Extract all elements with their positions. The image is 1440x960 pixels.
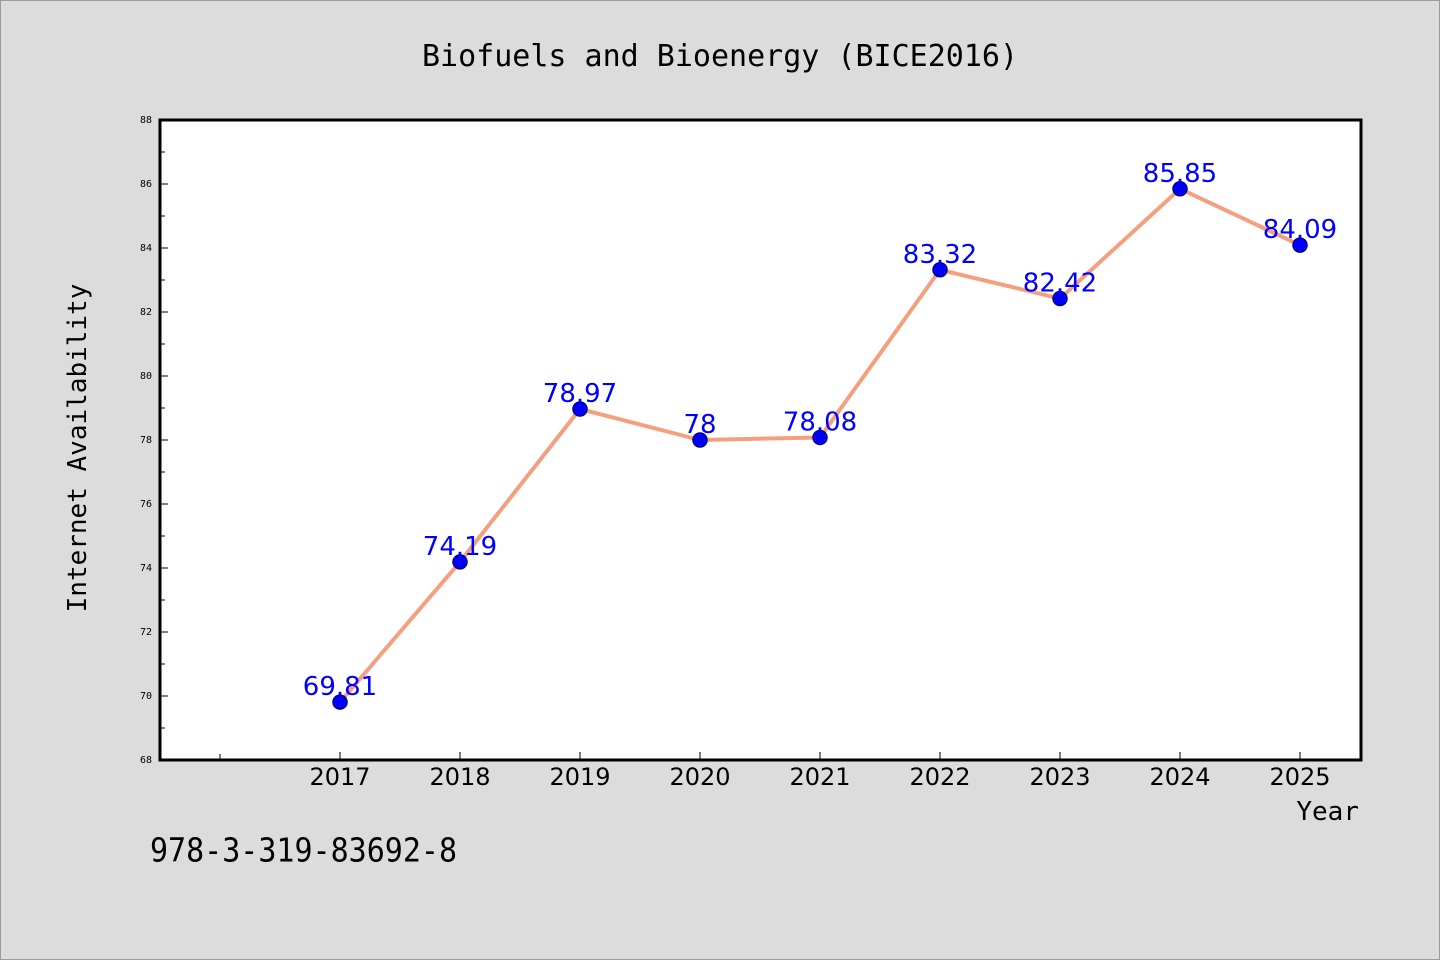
data-label-2023: 82.42 <box>1023 269 1097 299</box>
data-point-2019 <box>572 401 588 417</box>
x-tick-label-2020: 2020 <box>669 763 730 791</box>
data-point-2022 <box>932 262 948 278</box>
data-point-2017 <box>332 694 348 710</box>
isbn-text: 978-3-319-83692-8 <box>150 832 458 871</box>
x-tick-label-2021: 2021 <box>789 763 850 791</box>
x-tick-label-2023: 2023 <box>1029 763 1090 791</box>
y-tick-label-88: 88 <box>140 115 152 126</box>
data-label-2024: 85.85 <box>1143 159 1217 189</box>
x-tick-label-2024: 2024 <box>1149 763 1210 791</box>
data-label-2020: 78 <box>683 410 716 440</box>
data-label-2025: 84.09 <box>1263 215 1337 245</box>
x-tick-label-2025: 2025 <box>1269 763 1330 791</box>
x-tick-label-2017: 2017 <box>309 763 370 791</box>
y-tick-label-78: 78 <box>140 435 152 446</box>
y-tick-label-76: 76 <box>140 499 152 510</box>
y-tick-label-82: 82 <box>140 307 152 318</box>
x-tick-label-2018: 2018 <box>429 763 490 791</box>
y-axis: 68 70 72 74 76 78 80 82 84 86 88 <box>140 115 168 766</box>
data-label-2021: 78.08 <box>783 407 857 437</box>
data-label-2022: 83.32 <box>903 240 977 270</box>
data-point-2024 <box>1172 181 1188 197</box>
data-label-2017: 69.81 <box>303 672 377 702</box>
y-tick-label-86: 86 <box>140 179 152 190</box>
data-label-2018: 74.19 <box>423 532 497 562</box>
y-tick-label-80: 80 <box>140 371 152 382</box>
data-point-2020 <box>692 432 708 448</box>
series-layer: 69.81 74.19 78.97 78 78.08 83.32 82.42 85.85 84.… <box>303 159 1337 710</box>
data-point-2023 <box>1052 290 1068 307</box>
data-point-2018 <box>452 554 468 570</box>
x-tick-label-2022: 2022 <box>909 763 970 791</box>
x-tick-label-2019: 2019 <box>549 763 610 791</box>
y-tick-label-70: 70 <box>140 691 152 702</box>
x-axis: 2017 2018 2019 2020 2021 2022 2023 2024 2025 <box>219 752 1331 791</box>
y-tick-label-84: 84 <box>140 243 152 254</box>
y-axis-label: Internet Availability <box>63 284 93 613</box>
y-tick-label-74: 74 <box>140 563 152 574</box>
data-point-2025 <box>1292 237 1308 253</box>
data-point-2021 <box>812 429 828 446</box>
chart-title: Biofuels and Bioenergy (BICE2016) <box>422 39 1018 74</box>
data-label-2019: 78.97 <box>543 379 617 409</box>
y-tick-label-68: 68 <box>140 755 152 766</box>
x-axis-label: Year <box>1296 797 1359 827</box>
y-tick-label-72: 72 <box>140 627 152 638</box>
